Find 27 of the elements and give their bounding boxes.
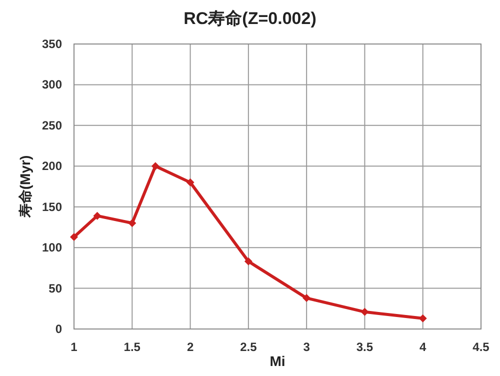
x-axis-title: Mi bbox=[270, 353, 286, 369]
point bbox=[70, 232, 78, 241]
y-tick-label: 0 bbox=[55, 322, 62, 336]
chart-title: RC寿命(Z=0.002) bbox=[184, 9, 316, 28]
y-tick-label: 200 bbox=[42, 159, 62, 174]
x-tick-label: 4.5 bbox=[472, 340, 490, 354]
x-tick-label: 3 bbox=[303, 340, 310, 354]
y-tick-label: 150 bbox=[42, 200, 62, 214]
point bbox=[244, 257, 252, 266]
x-tick-label: 1 bbox=[70, 340, 78, 354]
x-tick-label: 2 bbox=[186, 340, 194, 354]
x-tick-label: 3.5 bbox=[356, 340, 374, 354]
x-tick-label: 1.5 bbox=[124, 340, 141, 354]
point bbox=[360, 308, 369, 316]
point bbox=[93, 212, 102, 220]
y-tick-label: 100 bbox=[42, 240, 62, 255]
point bbox=[302, 294, 311, 302]
y-tick-label: 300 bbox=[42, 78, 62, 92]
point bbox=[151, 162, 160, 170]
x-tick-label: 2.5 bbox=[240, 340, 258, 354]
y-axis-title: 寿命(Myr) bbox=[17, 155, 33, 219]
point bbox=[128, 219, 136, 228]
x-tick-label: 4 bbox=[420, 340, 427, 354]
point bbox=[186, 178, 194, 186]
y-tick-label: 250 bbox=[42, 118, 62, 132]
y-tick-label: 350 bbox=[42, 37, 62, 51]
y-tick-label: 50 bbox=[48, 281, 62, 296]
